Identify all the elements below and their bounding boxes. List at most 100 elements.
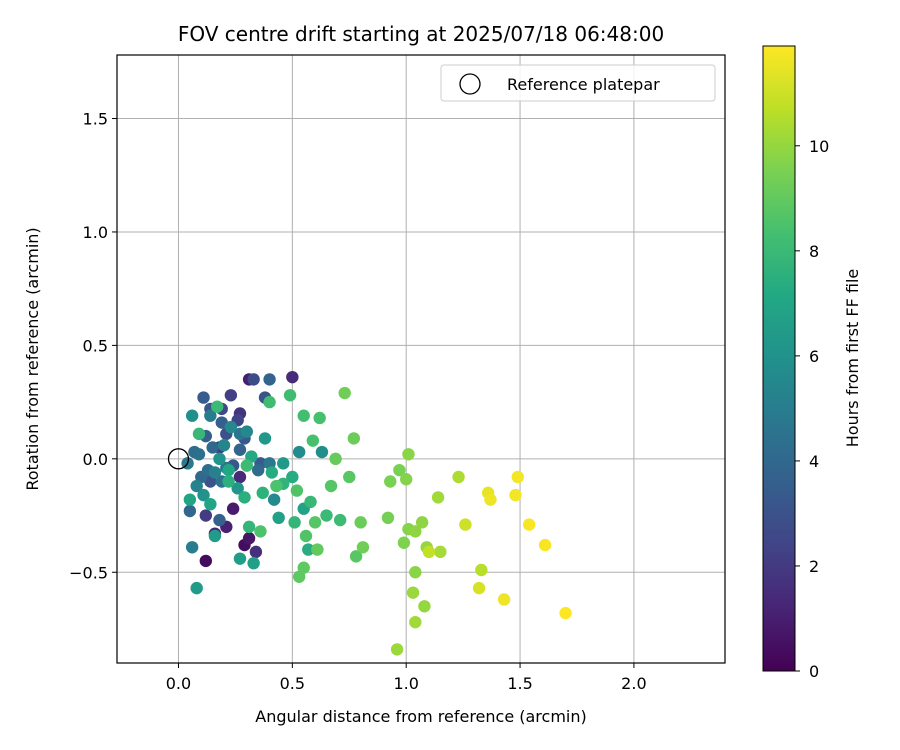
data-point [313,411,326,425]
data-point [409,566,422,579]
data-point [397,536,411,549]
data-point [349,550,363,563]
plot-frame [116,54,726,664]
data-point [183,504,197,518]
data-point [459,518,472,531]
data-point [263,373,276,386]
data-point [208,466,222,479]
x-tick-label: 0.5 [280,674,305,693]
data-point [224,389,238,402]
y-tick-label: 0.5 [83,336,108,355]
data-point [190,581,203,595]
data-point [185,409,199,422]
y-tick-label: 1.5 [83,110,108,129]
data-point [197,391,210,404]
x-axis-ticks: 0.0 0.5 1.0 1.5 2.0 [166,663,647,693]
data-point [222,463,235,477]
colorbar-tick-label: 2 [809,557,819,576]
data-point [265,466,279,479]
data-point [272,511,285,525]
data-point [475,563,488,577]
data-point [497,593,511,606]
data-point [431,491,445,504]
data-point [240,459,253,472]
data-point [311,543,324,556]
x-axis-label: Angular distance from reference (arcmin) [255,707,586,726]
data-point [538,538,552,552]
data-point [267,493,281,506]
data-point [509,488,522,502]
y-tick-label: 0.0 [83,450,108,469]
data-point [192,448,206,461]
data-point [299,529,313,543]
data-points [181,370,572,656]
y-tick-label: 1.0 [83,223,108,242]
data-point [381,511,395,525]
data-point [393,463,406,477]
data-point [522,518,536,531]
data-point [213,513,226,527]
data-point [329,452,342,466]
data-point [283,389,297,402]
data-point [333,513,347,527]
data-point [354,516,367,529]
data-point [292,445,306,459]
data-point [390,643,404,656]
data-point [210,400,224,413]
data-point [233,470,247,484]
colorbar-tick-label: 8 [809,242,819,261]
colorbar-ticks: 0 2 4 6 8 10 [795,137,829,681]
data-point [197,488,210,502]
data-point [308,516,322,529]
data-point [343,470,356,484]
data-point [231,482,244,495]
data-point [242,520,256,534]
data-point [409,525,422,538]
data-point [247,556,260,570]
data-point [409,615,422,629]
x-tick-label: 2.0 [621,674,646,693]
data-point [251,463,265,477]
data-point [199,554,213,568]
data-point [302,543,315,556]
x-tick-label: 1.5 [507,674,532,693]
colorbar-tick-label: 4 [809,452,819,471]
data-point [199,509,213,522]
data-point [238,491,251,504]
data-point [472,581,486,595]
x-tick-label: 1.0 [393,674,418,693]
data-point [242,532,256,545]
y-axis-ticks: 1.5 1.0 0.5 0.0 −0.5 [69,110,117,582]
data-point [217,439,231,452]
data-point [213,452,226,466]
colorbar-tick-label: 10 [809,137,829,156]
data-point [304,495,317,509]
legend: Reference platepar [440,64,716,102]
data-point [356,541,370,554]
data-point [418,600,431,613]
reference-platepar-marker [167,448,190,470]
legend-box [440,64,716,102]
data-point [434,545,447,559]
data-point [452,470,465,484]
data-point [297,561,310,574]
data-point [249,545,263,559]
data-point [183,493,197,506]
data-point [226,502,240,515]
data-point [286,370,299,384]
data-point [338,386,351,400]
data-point [222,475,235,488]
data-point [256,486,269,500]
data-point [347,432,361,445]
data-point [422,545,436,559]
colorbar-label: Hours from first FF file [843,269,862,448]
data-point [306,434,320,447]
x-tick-label: 0.0 [166,674,191,693]
data-point [270,479,283,493]
data-point [224,420,238,434]
data-point [208,529,222,543]
colorbar-tick-label: 0 [809,662,819,681]
colorbar-gradient [762,45,796,672]
data-point [240,425,253,438]
